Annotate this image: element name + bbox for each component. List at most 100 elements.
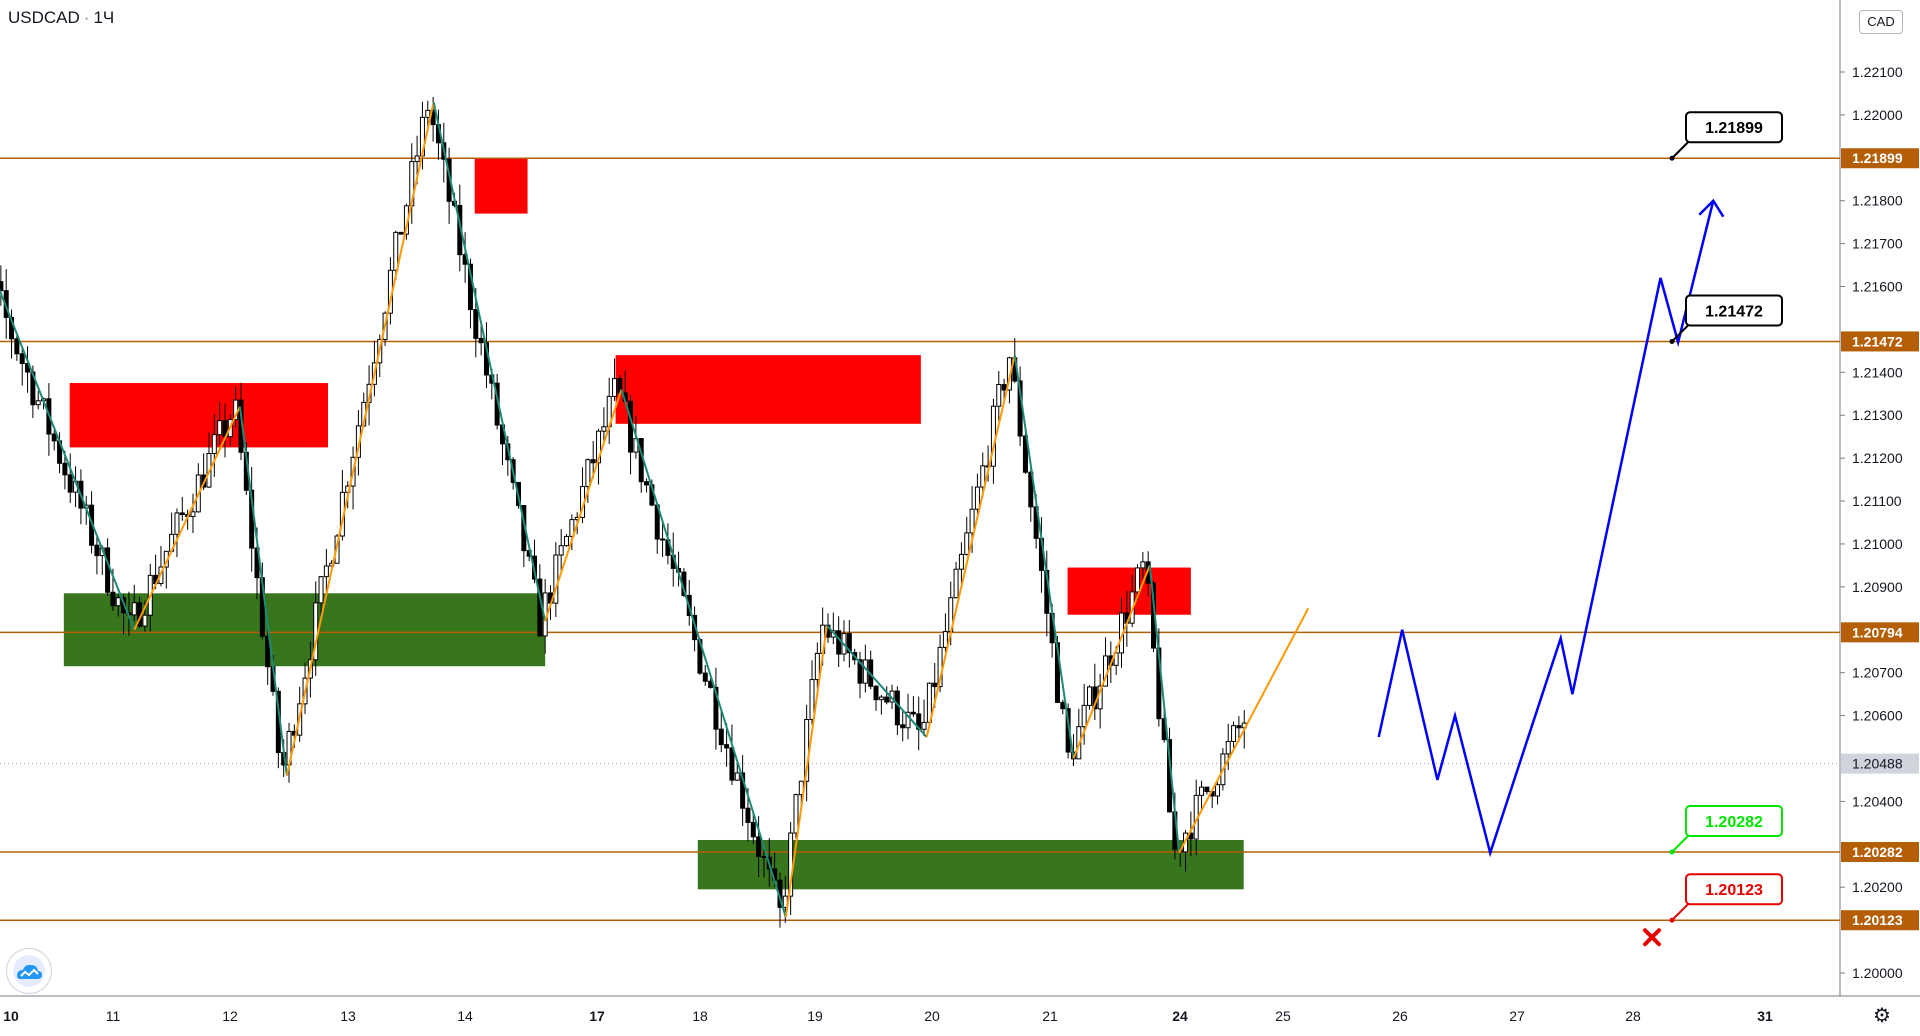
candle-body: [190, 511, 196, 518]
candle-body: [1140, 561, 1146, 569]
callout-label: 1.21472: [1705, 303, 1763, 320]
wave-down: [620, 389, 787, 918]
time-tick-label: 27: [1509, 1008, 1525, 1024]
zones-layer: [63, 157, 1244, 890]
supply-zone: [474, 157, 528, 214]
projection-layer: [1377, 198, 1725, 858]
price-tick-label: 1.20400: [1852, 793, 1903, 809]
gear-icon[interactable]: ⚙: [1873, 1005, 1891, 1027]
candle-body: [62, 462, 68, 476]
callout-label: 1.20123: [1705, 882, 1763, 899]
price-tick-label: 1.20200: [1852, 879, 1903, 895]
price-tick-label: 1.20600: [1852, 708, 1903, 724]
candle-body: [660, 538, 666, 541]
time-tick-label: 24: [1172, 1008, 1188, 1024]
time-tick-label: 21: [1042, 1008, 1058, 1024]
candle-body: [980, 465, 986, 488]
candle-body: [1028, 471, 1034, 508]
candle-body: [862, 659, 868, 684]
candle-body: [115, 597, 121, 607]
tradingview-cloud-icon[interactable]: [6, 948, 52, 994]
callout-pointer: [1671, 324, 1689, 343]
candle-body: [1225, 740, 1231, 755]
wave-down: [238, 406, 288, 776]
current-price-tag-label: 1.20488: [1852, 756, 1903, 772]
price-tick-label: 1.20700: [1852, 665, 1903, 681]
candle-body: [644, 481, 650, 486]
wave-down: [1148, 565, 1181, 853]
callout-box: [1685, 294, 1783, 327]
candle-body: [142, 614, 148, 627]
candle-body: [974, 486, 980, 510]
candle-body: [1022, 435, 1028, 473]
candle-body: [473, 309, 479, 339]
time-tick-label: 17: [589, 1008, 605, 1024]
level-price-tag-label: 1.20794: [1852, 624, 1903, 640]
candle-body: [873, 685, 879, 701]
waves-layer: [0, 101, 1310, 918]
level-price-tag: [1841, 622, 1919, 643]
candle-body: [94, 544, 100, 557]
interval-label[interactable]: 1Ч: [93, 8, 115, 27]
candle-body: [718, 728, 724, 746]
supply-zone: [69, 383, 328, 448]
candle-body: [734, 772, 740, 781]
candle-body: [900, 724, 906, 729]
candle-body: [398, 231, 404, 235]
price-tick-label: 1.21400: [1852, 364, 1903, 380]
time-tick-label: 14: [457, 1008, 473, 1024]
candle-body: [179, 512, 185, 516]
price-tick-label: 1.20000: [1852, 965, 1903, 981]
level-price-tag: [1841, 148, 1919, 169]
level-price-tag-label: 1.21899: [1852, 150, 1903, 166]
callout-label: 1.20282: [1705, 814, 1763, 831]
currency-badge[interactable]: CAD: [1859, 10, 1903, 34]
time-tick-label: 31: [1757, 1008, 1773, 1024]
candle-body: [131, 602, 137, 616]
candle-body: [265, 635, 271, 668]
wave-up: [285, 101, 435, 776]
candle-body: [612, 378, 618, 397]
wave-down: [1013, 355, 1075, 759]
candle-body: [750, 821, 756, 838]
supply-zone: [615, 355, 921, 424]
red-x-icon: [1643, 928, 1661, 947]
candle-body: [318, 576, 324, 604]
candle-body: [884, 696, 890, 703]
candle-body: [174, 512, 180, 535]
level-price-tag: [1841, 842, 1919, 863]
candle-body: [905, 711, 911, 729]
candle-body: [1060, 701, 1066, 710]
candle-body: [932, 682, 938, 688]
candle-body: [740, 772, 746, 809]
candle-body: [1001, 384, 1007, 391]
candle-body: [969, 508, 975, 534]
candle-body: [724, 744, 730, 749]
candle-body: [553, 554, 559, 604]
candle-body: [105, 547, 111, 593]
candle-body: [425, 109, 431, 118]
level-price-tag-label: 1.20123: [1852, 912, 1903, 928]
candle-body: [67, 474, 73, 493]
axes-layer[interactable]: 1.22100 1.22000 1.21800 1.21700 1.21600 1.214…: [3, 64, 1919, 1024]
callout-anchor: [1669, 917, 1675, 923]
candle-body: [713, 686, 719, 730]
candle-body: [1199, 786, 1205, 796]
callouts-layer: 1.21899 1.21472 1.20282 1.20123: [1643, 111, 1783, 947]
callout-box: [1685, 805, 1783, 838]
callout-anchor: [1669, 155, 1675, 161]
callout-pointer: [1671, 903, 1689, 921]
price-tick-label: 1.21300: [1852, 407, 1903, 423]
candle-body: [628, 400, 634, 453]
candle-body: [910, 711, 916, 715]
candle-body: [51, 433, 57, 442]
projection-path: [1377, 200, 1715, 858]
wave-down: [0, 288, 136, 631]
level-price-tag-label: 1.21472: [1852, 333, 1903, 349]
candle-body: [478, 337, 484, 344]
price-tick-label: 1.21100: [1852, 493, 1902, 509]
time-tick-label: 25: [1275, 1008, 1291, 1024]
time-tick-label: 28: [1625, 1008, 1641, 1024]
candle-body: [569, 519, 575, 537]
